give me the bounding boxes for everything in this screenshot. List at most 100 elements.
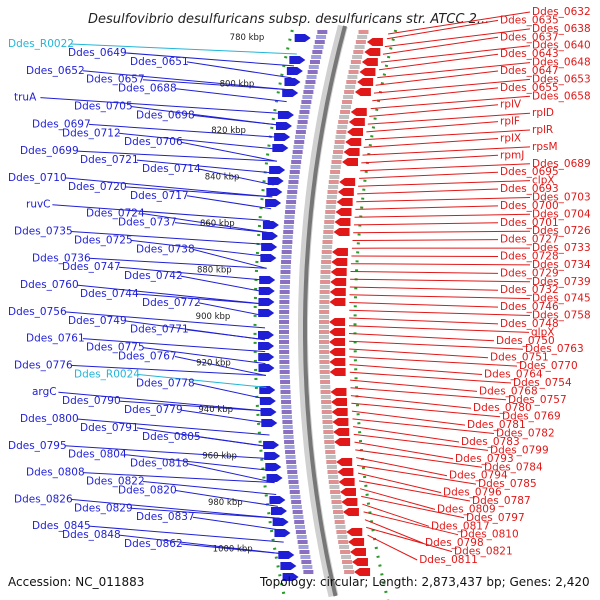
gene-label-reverse[interactable]: Ddes_0732: [500, 284, 559, 296]
gene-label-reverse[interactable]: Ddes_0734: [532, 259, 591, 271]
gene-label-forward[interactable]: Ddes_0761: [26, 333, 85, 345]
gene-label-reverse[interactable]: Ddes_0754: [513, 377, 572, 389]
gene-label-forward[interactable]: Ddes_0820: [118, 484, 177, 496]
gene-label-forward[interactable]: Ddes_0744: [80, 288, 139, 300]
gene-label-reverse[interactable]: Ddes_0729: [500, 267, 559, 279]
gene-label-forward[interactable]: truA: [14, 92, 37, 104]
gene-label-reverse[interactable]: Ddes_0695: [500, 166, 559, 178]
gene-label-reverse[interactable]: Ddes_0763: [525, 343, 584, 355]
gene-label-reverse[interactable]: Ddes_0783: [461, 436, 520, 448]
gene-label-forward[interactable]: Ddes_0737: [118, 217, 177, 229]
gene-label-forward[interactable]: Ddes_0749: [68, 315, 127, 327]
gene-label-reverse[interactable]: Ddes_0817: [431, 520, 490, 532]
gene-label-reverse[interactable]: Ddes_0733: [532, 242, 591, 254]
gene-label-reverse[interactable]: Ddes_0799: [490, 444, 549, 456]
gene-label-reverse[interactable]: Ddes_0748: [500, 318, 559, 330]
gene-label-forward[interactable]: Ddes_0721: [80, 154, 139, 166]
gene-label-reverse[interactable]: rpsM: [532, 141, 558, 153]
gene-label-forward[interactable]: argC: [32, 386, 57, 398]
gene-label-forward[interactable]: Ddes_0724: [86, 208, 145, 220]
gene-label-forward[interactable]: Ddes_0829: [74, 502, 133, 514]
gene-label-reverse[interactable]: rplV: [500, 99, 522, 111]
gene-label-reverse[interactable]: Ddes_0638: [532, 23, 591, 35]
gene-label-reverse[interactable]: Ddes_0784: [484, 461, 543, 473]
gene-label-reverse[interactable]: Ddes_0739: [532, 276, 591, 288]
gene-label-forward[interactable]: Ddes_0651: [130, 56, 189, 68]
gene-label-forward[interactable]: Ddes_0698: [136, 109, 195, 121]
gene-label-forward[interactable]: Ddes_0652: [26, 65, 85, 77]
gene-label-reverse[interactable]: Ddes_0797: [466, 512, 525, 524]
gene-label-reverse[interactable]: Ddes_0751: [490, 352, 549, 364]
gene-label-forward[interactable]: Ddes_0712: [62, 127, 121, 139]
gene-label-reverse[interactable]: Ddes_0770: [519, 360, 578, 372]
gene-label-reverse[interactable]: Ddes_0700: [500, 200, 559, 212]
gene-label-forward[interactable]: Ddes_0818: [130, 458, 189, 470]
gene-label-reverse[interactable]: Ddes_0703: [532, 192, 591, 204]
gene-label-reverse[interactable]: Ddes_0793: [455, 453, 514, 465]
gene-label-forward[interactable]: Ddes_0776: [14, 359, 73, 371]
gene-label-reverse[interactable]: Ddes_0689: [532, 158, 591, 170]
gene-label-reverse[interactable]: Ddes_0655: [500, 82, 559, 94]
gene-label-forward[interactable]: Ddes_0808: [26, 467, 85, 479]
gene-label-reverse[interactable]: Ddes_0769: [502, 411, 561, 423]
gene-label-reverse[interactable]: Ddes_0701: [500, 217, 559, 229]
gene-label-reverse[interactable]: Ddes_0782: [496, 428, 555, 440]
gene-label-reverse[interactable]: Ddes_0728: [500, 251, 559, 263]
gene-label-forward[interactable]: Ddes_0756: [8, 306, 67, 318]
gene-label-forward[interactable]: Ddes_0804: [68, 449, 127, 461]
gene-label-forward[interactable]: Ddes_0862: [124, 538, 183, 550]
gene-label-reverse[interactable]: Ddes_0794: [449, 470, 508, 482]
gene-label-forward[interactable]: Ddes_0822: [86, 476, 145, 488]
gene-label-reverse[interactable]: Ddes_0727: [500, 234, 559, 246]
gene-label-reverse[interactable]: Ddes_0821: [454, 546, 513, 558]
gene-label-forward[interactable]: Ddes_0805: [142, 431, 201, 443]
gene-label-forward[interactable]: Ddes_0705: [74, 101, 133, 113]
gene-label-reverse[interactable]: Ddes_0757: [508, 394, 567, 406]
gene-label-forward[interactable]: Ddes_0710: [8, 172, 67, 184]
gene-label-reverse[interactable]: Ddes_0653: [532, 73, 591, 85]
gene-label-forward[interactable]: Ddes_0791: [80, 422, 139, 434]
gene-label-forward[interactable]: Ddes_0790: [62, 395, 121, 407]
gene-label-reverse[interactable]: rplD: [532, 107, 554, 119]
gene-label-forward[interactable]: Ddes_0760: [20, 279, 79, 291]
gene-label-forward[interactable]: Ddes_R0022: [8, 38, 74, 50]
gene-label-reverse[interactable]: Ddes_0640: [532, 40, 591, 52]
gene-label-forward[interactable]: Ddes_R0024: [74, 368, 140, 380]
gene-label-forward[interactable]: Ddes_0720: [68, 181, 127, 193]
gene-label-forward[interactable]: Ddes_0772: [142, 297, 201, 309]
gene-label-reverse[interactable]: Ddes_0811: [419, 554, 478, 566]
gene-label-forward[interactable]: Ddes_0767: [118, 351, 177, 363]
gene-label-reverse[interactable]: Ddes_0632: [532, 6, 591, 18]
gene-label-forward[interactable]: Ddes_0779: [124, 404, 183, 416]
gene-label-reverse[interactable]: Ddes_0658: [532, 90, 591, 102]
gene-label-forward[interactable]: Ddes_0826: [14, 493, 73, 505]
gene-label-forward[interactable]: Ddes_0736: [32, 252, 91, 264]
gene-label-reverse[interactable]: Ddes_0785: [478, 478, 537, 490]
gene-label-reverse[interactable]: Ddes_0745: [532, 293, 591, 305]
gene-label-forward[interactable]: Ddes_0699: [20, 145, 79, 157]
gene-label-reverse[interactable]: Ddes_0750: [496, 335, 555, 347]
gene-label-forward[interactable]: Ddes_0837: [136, 511, 195, 523]
gene-label-reverse[interactable]: Ddes_0693: [500, 183, 559, 195]
gene-label-forward[interactable]: Ddes_0688: [118, 83, 177, 95]
gene-label-reverse[interactable]: Ddes_0635: [500, 14, 559, 26]
gene-label-reverse[interactable]: clpX: [532, 175, 555, 187]
gene-label-reverse[interactable]: Ddes_0810: [460, 529, 519, 541]
gene-labels[interactable]: Ddes_R0022Ddes_0649Ddes_0651Ddes_0652Dde…: [8, 6, 591, 566]
gene-label-forward[interactable]: Ddes_0775: [86, 342, 145, 354]
gene-label-forward[interactable]: Ddes_0845: [32, 520, 91, 532]
gene-label-reverse[interactable]: Ddes_0746: [500, 301, 559, 313]
gene-label-forward[interactable]: Ddes_0725: [74, 234, 133, 246]
gene-label-reverse[interactable]: rplF: [500, 116, 520, 128]
gene-label-forward[interactable]: Ddes_0778: [136, 377, 195, 389]
gene-label-forward[interactable]: Ddes_0848: [62, 529, 121, 541]
gene-label-reverse[interactable]: Ddes_0648: [532, 57, 591, 69]
gene-label-forward[interactable]: Ddes_0717: [130, 190, 189, 202]
gene-label-reverse[interactable]: Ddes_0798: [425, 537, 484, 549]
gene-label-reverse[interactable]: Ddes_0758: [532, 310, 591, 322]
gene-label-reverse[interactable]: Ddes_0768: [479, 385, 538, 397]
gene-label-forward[interactable]: Ddes_0795: [8, 440, 67, 452]
gene-label-reverse[interactable]: Ddes_0637: [500, 31, 559, 43]
gene-label-forward[interactable]: Ddes_0747: [62, 261, 121, 273]
gene-label-reverse[interactable]: Ddes_0787: [472, 495, 531, 507]
